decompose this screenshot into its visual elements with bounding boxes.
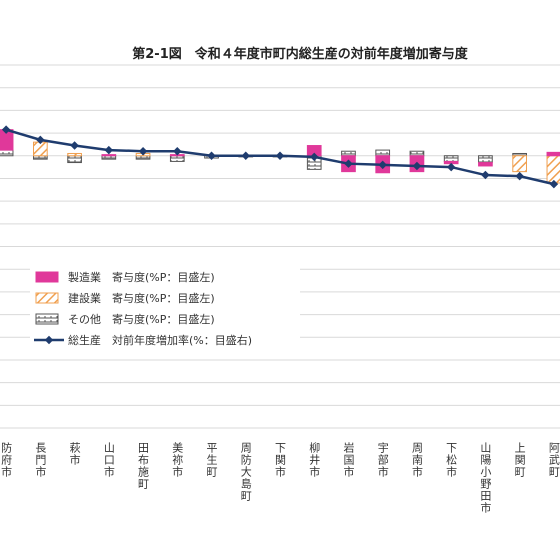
x-tick-label: 周防大島町 (239, 442, 252, 502)
bar (101, 155, 117, 160)
bar (169, 155, 185, 162)
bar (375, 149, 391, 157)
legend: 製造業 寄与度(%P：目盛左) 建設業 寄与度(%P：目盛左) その他 寄与度(%P… (30, 262, 300, 354)
bar (33, 155, 48, 160)
legend-swatch (35, 271, 59, 283)
line-marker (412, 161, 422, 171)
bar (409, 150, 425, 157)
line-marker (515, 171, 524, 181)
x-tick-label: 下松市 (445, 442, 458, 478)
line-marker (36, 135, 45, 145)
legend-label: 製造業 寄与度(%P：目盛左) (68, 270, 215, 284)
x-tick-label: 長門市 (34, 442, 47, 478)
x-tick-label: 平生町 (205, 442, 218, 478)
bar (546, 155, 560, 184)
bar (443, 155, 459, 162)
line-marker (446, 162, 456, 172)
line-marker (378, 160, 387, 170)
line-marker (173, 146, 182, 156)
line-marker (344, 159, 353, 168)
x-tick-label: 宇部市 (376, 442, 389, 478)
bar (478, 155, 493, 164)
legend-label: その他 寄与度(%P：目盛左) (68, 312, 215, 326)
line-marker (104, 145, 114, 155)
line-marker (241, 151, 251, 160)
line-marker (70, 141, 79, 150)
legend-label: 建設業 寄与度(%P：目盛左) (68, 291, 215, 305)
legend-box (30, 262, 300, 354)
x-tick-label: 萩市 (68, 442, 81, 466)
line-marker (309, 152, 319, 162)
x-tick-label: 山口市 (102, 442, 115, 478)
x-tick-label: 下関市 (274, 442, 287, 478)
bar (67, 155, 82, 164)
bar (67, 152, 82, 157)
x-tick-label: 山陽小野田市 (479, 442, 492, 514)
x-tick-label: 田布施町 (137, 442, 150, 490)
x-tick-label: 美祢市 (171, 442, 184, 478)
x-tick-label: 上関町 (513, 442, 526, 478)
bar (512, 155, 527, 173)
bar (0, 149, 14, 157)
bar (135, 155, 151, 160)
legend-label: 総生産 対前年度増加率(%：目盛右) (68, 333, 252, 347)
x-tick-label: 防府市 (0, 441, 13, 478)
bar (546, 151, 560, 157)
x-tick-label: 周南市 (410, 442, 423, 478)
bar (341, 150, 356, 157)
line-marker (275, 151, 285, 160)
bar (33, 141, 48, 157)
x-tick-label: 岩国市 (342, 441, 355, 478)
bar (101, 154, 117, 157)
bar (478, 162, 493, 167)
chart-title: 第2-1図 令和４年度市町内総生産の対前年度増加寄与度 (132, 46, 468, 62)
line-marker (207, 151, 216, 160)
legend-swatch (35, 292, 59, 304)
x-tick-label: 阿武町 (547, 442, 560, 478)
legend-swatch (44, 335, 54, 345)
legend-swatch (35, 313, 59, 325)
line-marker (138, 146, 148, 156)
line-marker (481, 170, 490, 180)
x-tick-label: 柳井市 (308, 441, 321, 478)
